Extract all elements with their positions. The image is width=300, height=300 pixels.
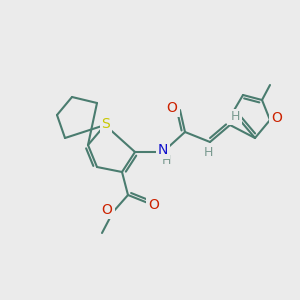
Text: H: H [161, 154, 171, 166]
Text: S: S [102, 117, 110, 131]
Text: O: O [167, 101, 177, 115]
Text: O: O [272, 111, 282, 125]
Text: O: O [148, 198, 159, 212]
Text: H: H [203, 146, 213, 158]
Text: O: O [102, 203, 112, 217]
Text: H: H [230, 110, 240, 124]
Text: N: N [158, 143, 168, 157]
